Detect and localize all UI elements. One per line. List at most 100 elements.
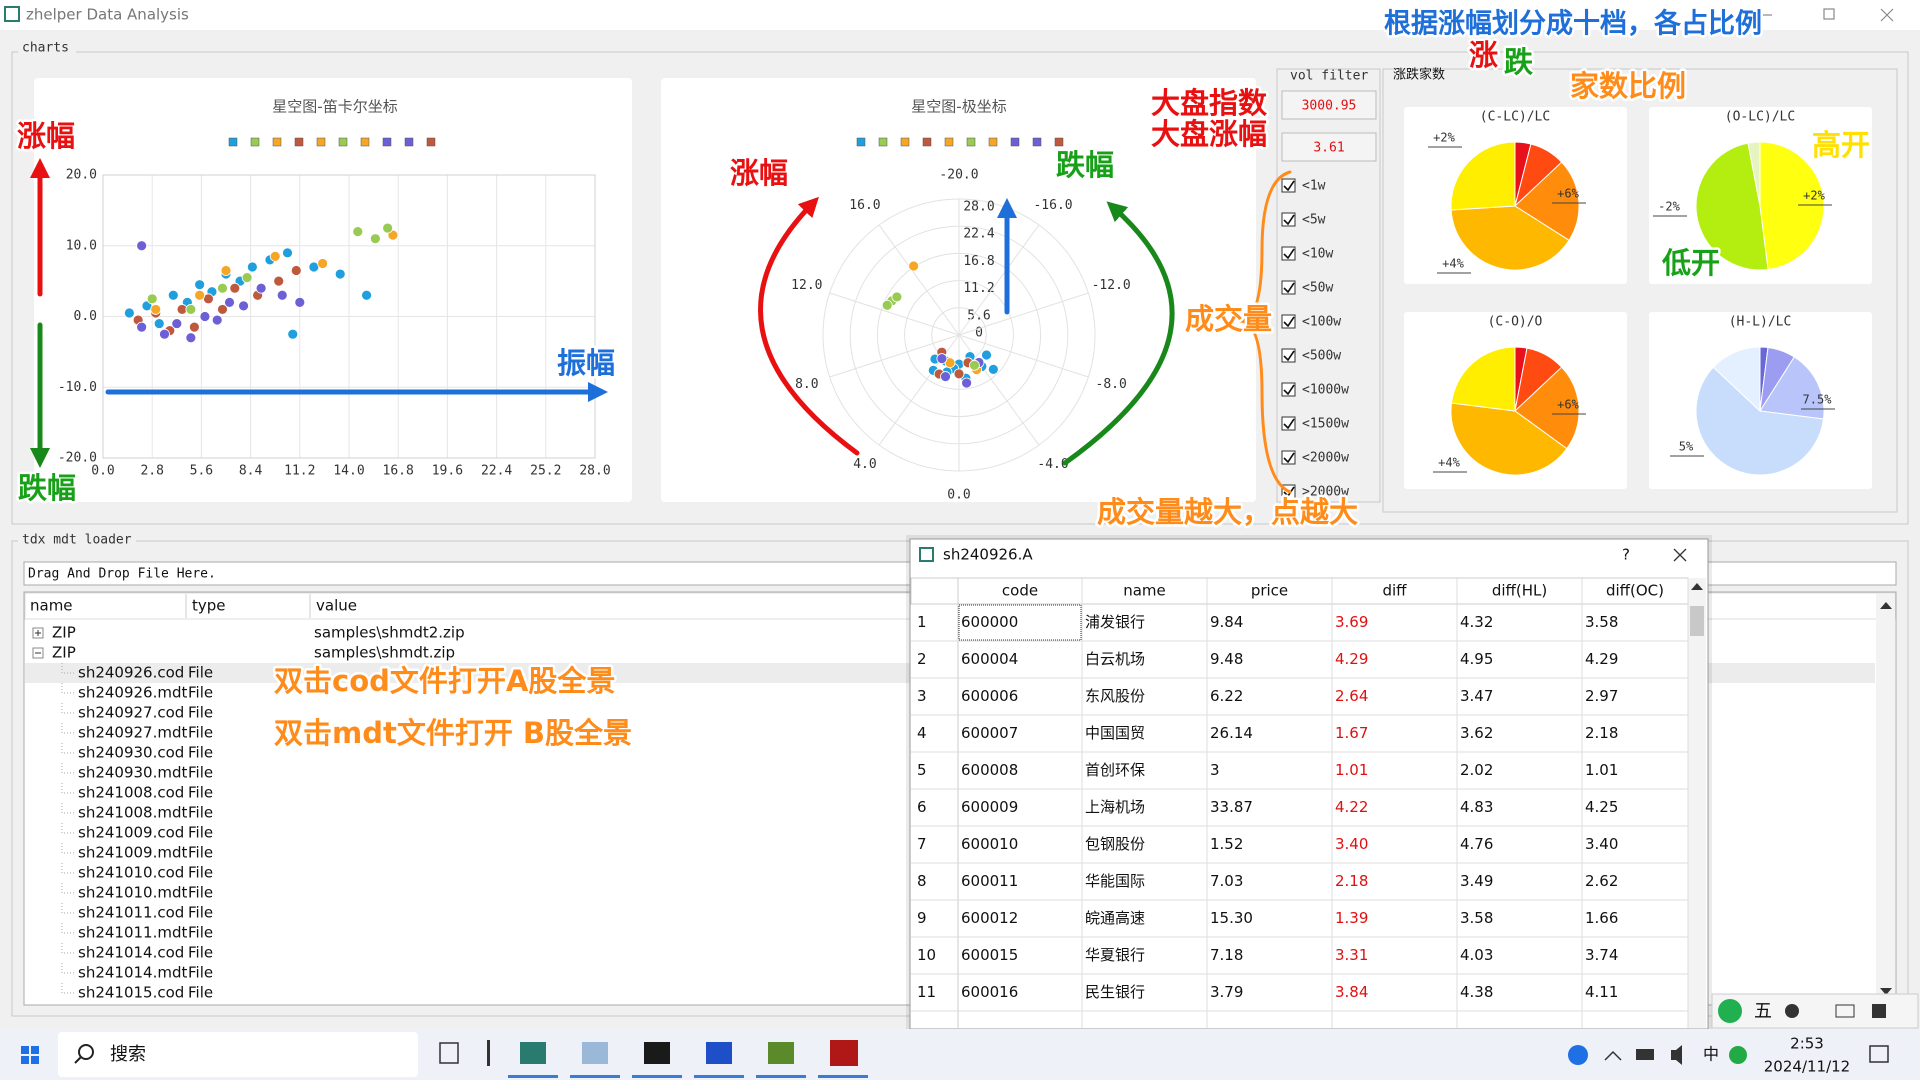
table-cell[interactable]: 1.01 (1585, 761, 1618, 779)
table-cell[interactable]: 4.83 (1460, 798, 1493, 816)
tree-item[interactable]: sh241011.cod (78, 904, 184, 922)
table-cell[interactable]: 7.18 (1210, 946, 1243, 964)
table-cell[interactable]: 1.39 (1335, 909, 1368, 927)
table-cell[interactable]: 1.52 (1210, 835, 1243, 853)
taskbar-app[interactable] (582, 1042, 608, 1064)
tree-item[interactable]: ZIP (52, 624, 76, 642)
table-cell[interactable]: 600004 (961, 650, 1018, 668)
table-cell[interactable]: 600006 (961, 687, 1018, 705)
ime-icon[interactable] (1872, 1004, 1886, 1018)
column-header[interactable]: name (1123, 582, 1166, 600)
table-cell[interactable]: 3.40 (1585, 835, 1618, 853)
tree-item[interactable]: sh241015.cod (78, 984, 184, 1002)
volume-icon[interactable] (1671, 1045, 1682, 1065)
table-cell[interactable]: 3.40 (1335, 835, 1368, 853)
table-cell[interactable]: 4.32 (1460, 613, 1493, 631)
tree-item[interactable]: sh241008.cod (78, 784, 184, 802)
tray-expand[interactable] (1604, 1050, 1622, 1061)
notification-button[interactable] (1869, 1045, 1889, 1063)
table-cell[interactable]: 华能国际 (1085, 872, 1145, 890)
table-cell[interactable]: 600015 (961, 946, 1018, 964)
taskbar-app[interactable] (644, 1042, 670, 1064)
dialog-close[interactable] (1673, 548, 1687, 562)
search-box[interactable] (58, 1032, 418, 1077)
scroll-down[interactable] (1880, 988, 1892, 995)
close-button[interactable] (1880, 8, 1894, 22)
tree-item[interactable]: sh240927.mdt (78, 724, 187, 742)
taskbar-app[interactable] (706, 1042, 732, 1064)
taskbar-app[interactable] (830, 1040, 858, 1066)
table-cell[interactable]: 3.74 (1585, 946, 1618, 964)
tray-icon[interactable] (1568, 1045, 1588, 1065)
checkbox[interactable] (1281, 416, 1296, 431)
table-cell[interactable]: 1.66 (1585, 909, 1618, 927)
tree-item[interactable]: sh241010.cod (78, 864, 184, 882)
table-cell[interactable]: 2.18 (1335, 872, 1368, 890)
table-cell[interactable]: 包钢股份 (1085, 835, 1145, 853)
table-cell[interactable]: 600011 (961, 872, 1018, 890)
table-cell[interactable]: 2.62 (1585, 872, 1618, 890)
tree-item[interactable]: sh240927.cod (78, 704, 184, 722)
table-cell[interactable]: 600012 (961, 909, 1018, 927)
table-cell[interactable]: 2.02 (1460, 761, 1493, 779)
task-view[interactable] (439, 1042, 459, 1064)
table-cell[interactable]: 1.01 (1335, 761, 1368, 779)
table-cell[interactable]: 600000 (961, 613, 1018, 631)
checkbox[interactable] (1281, 178, 1296, 193)
table-cell[interactable]: 4.03 (1460, 946, 1493, 964)
checkbox[interactable] (1281, 212, 1296, 227)
table-cell[interactable]: 2.64 (1335, 687, 1368, 705)
tree-scrollbar[interactable] (1876, 594, 1895, 1004)
tree-item[interactable]: sh241011.mdt (78, 924, 187, 942)
ime-icon[interactable] (1785, 1004, 1799, 1018)
table-cell[interactable]: 33.87 (1210, 798, 1253, 816)
ime-icon[interactable] (1729, 1046, 1747, 1064)
checkbox[interactable] (1281, 382, 1296, 397)
tree-item[interactable]: sh240930.mdt (78, 764, 187, 782)
tree-item[interactable]: sh241014.cod (78, 944, 184, 962)
tree-item[interactable]: sh241009.cod (78, 824, 184, 842)
table-cell[interactable]: 4.25 (1585, 798, 1618, 816)
table-cell[interactable]: 600007 (961, 724, 1018, 742)
scroll-up[interactable] (1880, 602, 1892, 609)
table-cell[interactable]: 3.62 (1460, 724, 1493, 742)
checkbox[interactable] (1281, 450, 1296, 465)
tree-item[interactable]: sh240926.cod (78, 664, 184, 682)
ime-mode[interactable]: 五 (1754, 1001, 1772, 1022)
table-cell[interactable]: 华夏银行 (1085, 946, 1145, 964)
table-cell[interactable]: 皖通高速 (1085, 909, 1145, 927)
table-cell[interactable]: 3 (1210, 761, 1220, 779)
table-cell[interactable]: 3.31 (1335, 946, 1368, 964)
lang-indicator[interactable]: 中 (1703, 1045, 1719, 1064)
taskbar-app[interactable] (768, 1042, 794, 1064)
table-cell[interactable]: 26.14 (1210, 724, 1253, 742)
tree-item[interactable]: sh241008.mdt (78, 804, 187, 822)
table-cell[interactable]: 上海机场 (1085, 798, 1145, 816)
table-cell[interactable]: 4.11 (1585, 983, 1618, 1001)
column-header[interactable]: price (1251, 582, 1288, 600)
column-header[interactable]: diff(OC) (1606, 582, 1664, 600)
checkbox[interactable] (1281, 314, 1296, 329)
restore-button[interactable] (1823, 8, 1835, 20)
table-cell[interactable]: 600008 (961, 761, 1018, 779)
table-cell[interactable]: 4.22 (1335, 798, 1368, 816)
table-cell[interactable]: 7.03 (1210, 872, 1243, 890)
table-cell[interactable]: 3.58 (1585, 613, 1618, 631)
table-cell[interactable]: 3.47 (1460, 687, 1493, 705)
table-cell[interactable]: 4.38 (1460, 983, 1493, 1001)
help-button[interactable]: ? (1622, 546, 1630, 564)
table-cell[interactable]: 9.84 (1210, 613, 1243, 631)
table-cell[interactable]: 600009 (961, 798, 1018, 816)
table-cell[interactable]: 9.48 (1210, 650, 1243, 668)
table-cell[interactable]: 浦发银行 (1085, 613, 1145, 631)
ime-icon[interactable] (1835, 1004, 1855, 1018)
table-cell[interactable]: 首创环保 (1085, 761, 1145, 779)
table-cell[interactable]: 3.79 (1210, 983, 1243, 1001)
table-cell[interactable]: 4.29 (1335, 650, 1368, 668)
taskbar-app[interactable] (520, 1042, 546, 1064)
tree-item[interactable]: sh240930.cod (78, 744, 184, 762)
table-cell[interactable]: 4.95 (1460, 650, 1493, 668)
column-header[interactable]: diff (1382, 582, 1407, 600)
table-cell[interactable]: 6.22 (1210, 687, 1243, 705)
table-cell[interactable]: 东风股份 (1085, 687, 1145, 705)
